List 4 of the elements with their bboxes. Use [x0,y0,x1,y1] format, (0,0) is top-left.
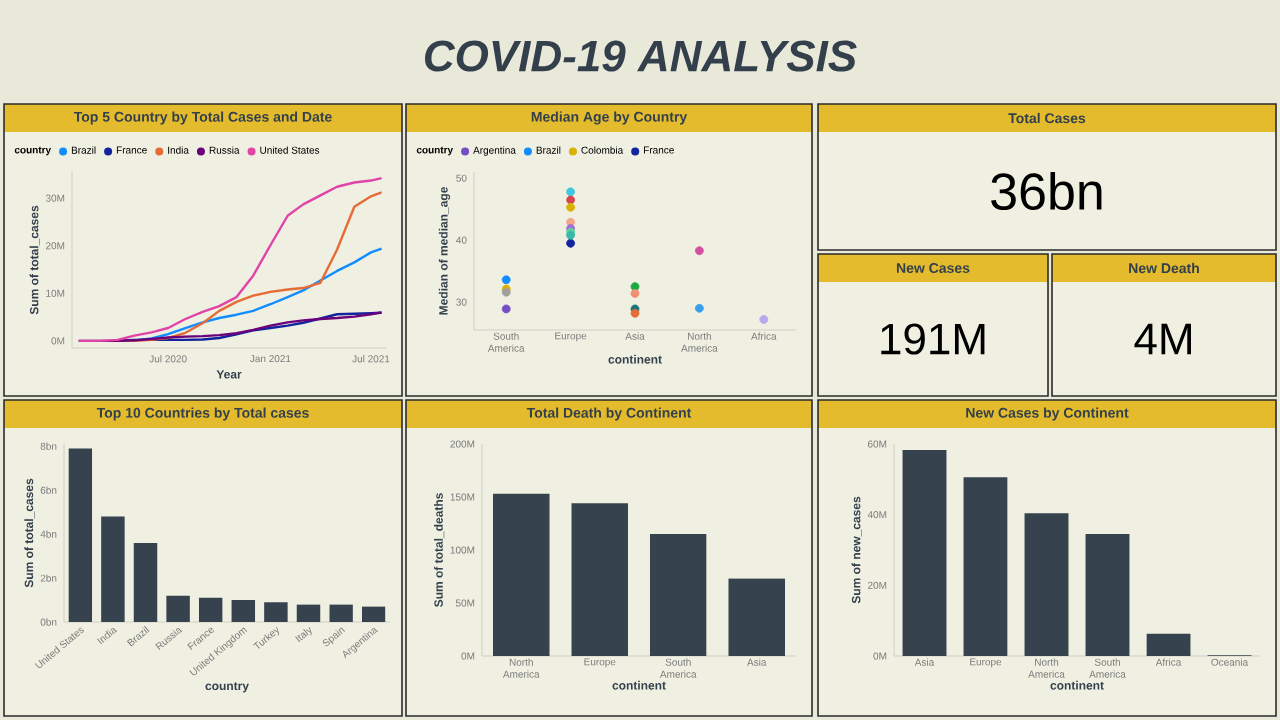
text: 4M [1134,323,1191,355]
text: COVID-19 ANALYSIS [424,40,857,72]
text: 191M [881,323,985,355]
text: 36bn [991,171,1102,211]
